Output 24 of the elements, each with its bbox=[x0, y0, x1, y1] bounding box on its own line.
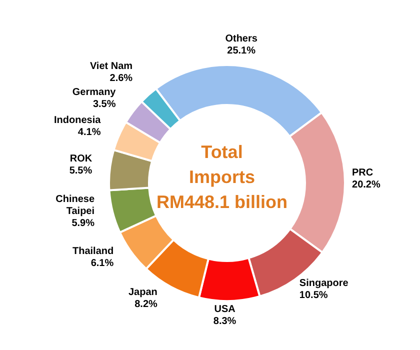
slice-label: Singapore bbox=[299, 278, 349, 289]
data-label: 5.9% bbox=[72, 218, 95, 230]
data-label: 20.2% bbox=[352, 179, 380, 190]
slice-label: Germany bbox=[72, 86, 116, 98]
data-label: 5.5% bbox=[69, 165, 92, 176]
slice-label: Japan bbox=[128, 286, 158, 298]
data-label: 6.1% bbox=[90, 258, 114, 269]
text: Total Imports bbox=[188, 141, 256, 189]
slice-label: Others bbox=[225, 33, 258, 44]
slice-label: Chinese Taipei bbox=[56, 194, 95, 218]
data-label: 8.3% bbox=[213, 316, 236, 327]
data-label: 3.5% bbox=[92, 98, 116, 110]
data-label: 25.1% bbox=[227, 45, 256, 56]
data-label: 4.1% bbox=[78, 126, 101, 138]
slice-label: USA bbox=[214, 304, 236, 315]
data-label: 2.6% bbox=[110, 72, 133, 84]
slice-label: Indonesia bbox=[54, 114, 102, 126]
slice-label: ROK bbox=[70, 153, 93, 164]
data-label: 10.5% bbox=[299, 290, 328, 301]
slice-label: Thailand bbox=[72, 246, 114, 257]
text: RM448.1 billion bbox=[155, 191, 289, 214]
data-label: 8.2% bbox=[134, 298, 158, 310]
slice-label: Viet Nam bbox=[90, 60, 133, 72]
slice-label: PRC bbox=[352, 167, 374, 178]
